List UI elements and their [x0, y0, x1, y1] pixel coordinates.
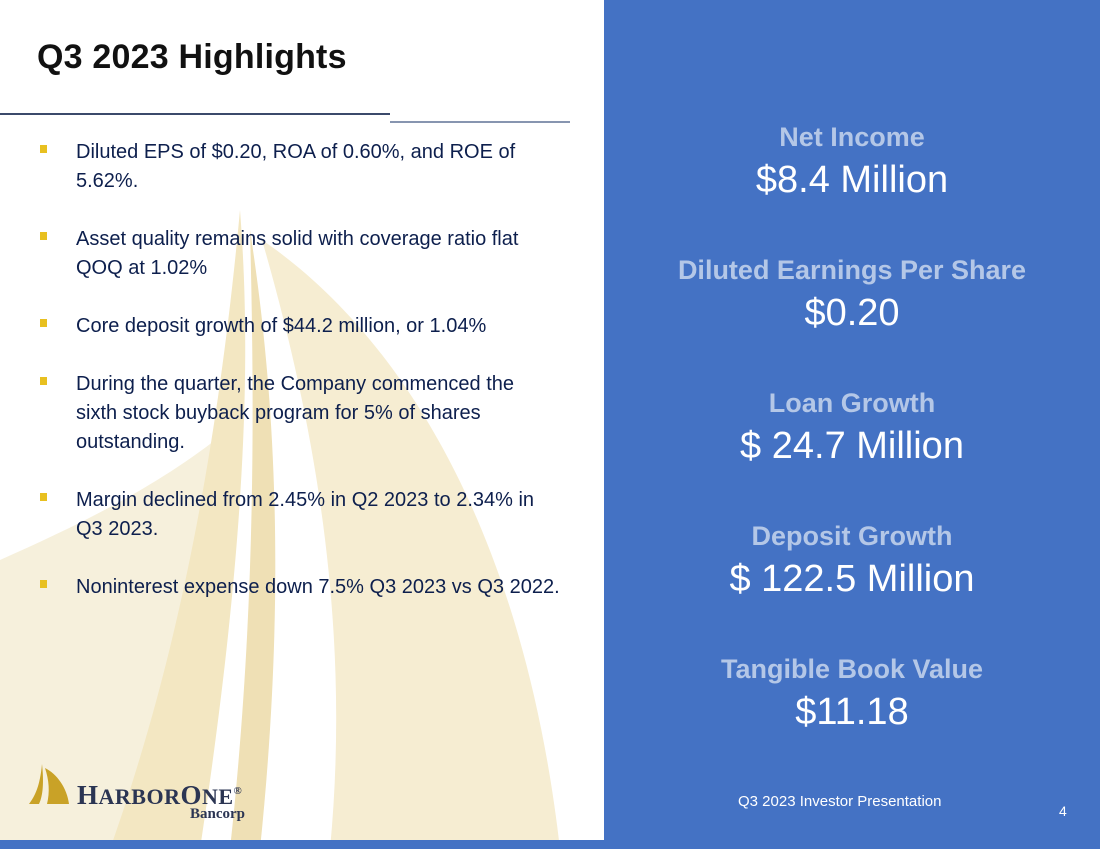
- bullet-text: Margin declined from 2.45% in Q2 2023 to…: [76, 489, 535, 540]
- list-item: Margin declined from 2.45% in Q2 2023 to…: [40, 486, 560, 544]
- metric-deposit-growth: Deposit Growth $ 122.5 Million: [604, 521, 1100, 601]
- highlights-panel: Q3 2023 Highlights Diluted EPS of $0.20,…: [0, 38, 570, 849]
- metric-diluted-eps: Diluted Earnings Per Share $0.20: [604, 255, 1100, 335]
- metric-label: Net Income: [779, 122, 925, 152]
- list-item: Core deposit growth of $44.2 million, or…: [40, 312, 560, 341]
- metric-value: $8.4 Million: [755, 159, 949, 201]
- sail-watermark: [0, 210, 560, 849]
- metric-label: Tangible Book Value: [720, 654, 984, 684]
- bullet-marker-icon: [40, 377, 47, 385]
- metric-value: $ 122.5 Million: [729, 558, 975, 600]
- list-item: Noninterest expense down 7.5% Q3 2023 vs…: [40, 573, 560, 602]
- metric-value: $0.20: [804, 292, 900, 334]
- slide-title: Q3 2023 Highlights: [37, 38, 347, 76]
- bullet-text: Noninterest expense down 7.5% Q3 2023 vs…: [76, 576, 560, 598]
- highlights-list: Diluted EPS of $0.20, ROA of 0.60%, and …: [40, 138, 560, 631]
- presentation-footer: Q3 2023 Investor Presentation: [738, 793, 942, 810]
- list-item: Asset quality remains solid with coverag…: [40, 225, 560, 283]
- sail-logo-icon: [29, 764, 69, 804]
- harborone-logo: HARBORONE® Bancorp: [25, 760, 285, 826]
- title-underline-accent: [390, 121, 570, 123]
- bullet-marker-icon: [40, 232, 47, 240]
- bullet-text: During the quarter, the Company commence…: [76, 373, 515, 453]
- metric-value: $ 24.7 Million: [740, 425, 964, 467]
- list-item: During the quarter, the Company commence…: [40, 370, 560, 457]
- metric-loan-growth: Loan Growth $ 24.7 Million: [604, 388, 1100, 468]
- bullet-marker-icon: [40, 319, 47, 327]
- logo-wordmark: HARBORONE®: [77, 780, 243, 810]
- logo-subtitle: Bancorp: [190, 806, 246, 822]
- metric-label: Deposit Growth: [751, 521, 953, 551]
- bullet-text: Core deposit growth of $44.2 million, or…: [76, 315, 487, 337]
- title-underline: [0, 113, 390, 115]
- page-number: 4: [1059, 803, 1067, 819]
- list-item: Diluted EPS of $0.20, ROA of 0.60%, and …: [40, 138, 560, 196]
- bullet-marker-icon: [40, 493, 47, 501]
- metrics-panel: [604, 0, 1100, 840]
- metric-tangible-book-value: Tangible Book Value $11.18: [604, 654, 1100, 734]
- metric-label: Diluted Earnings Per Share: [677, 255, 1027, 285]
- bullet-marker-icon: [40, 580, 47, 588]
- bullet-marker-icon: [40, 145, 47, 153]
- bullet-text: Diluted EPS of $0.20, ROA of 0.60%, and …: [76, 141, 516, 192]
- metric-value: $11.18: [795, 691, 909, 733]
- metric-label: Loan Growth: [768, 388, 936, 418]
- metric-net-income: Net Income $8.4 Million: [604, 122, 1100, 202]
- bullet-text: Asset quality remains solid with coverag…: [76, 228, 519, 279]
- bottom-bar: [0, 840, 1100, 849]
